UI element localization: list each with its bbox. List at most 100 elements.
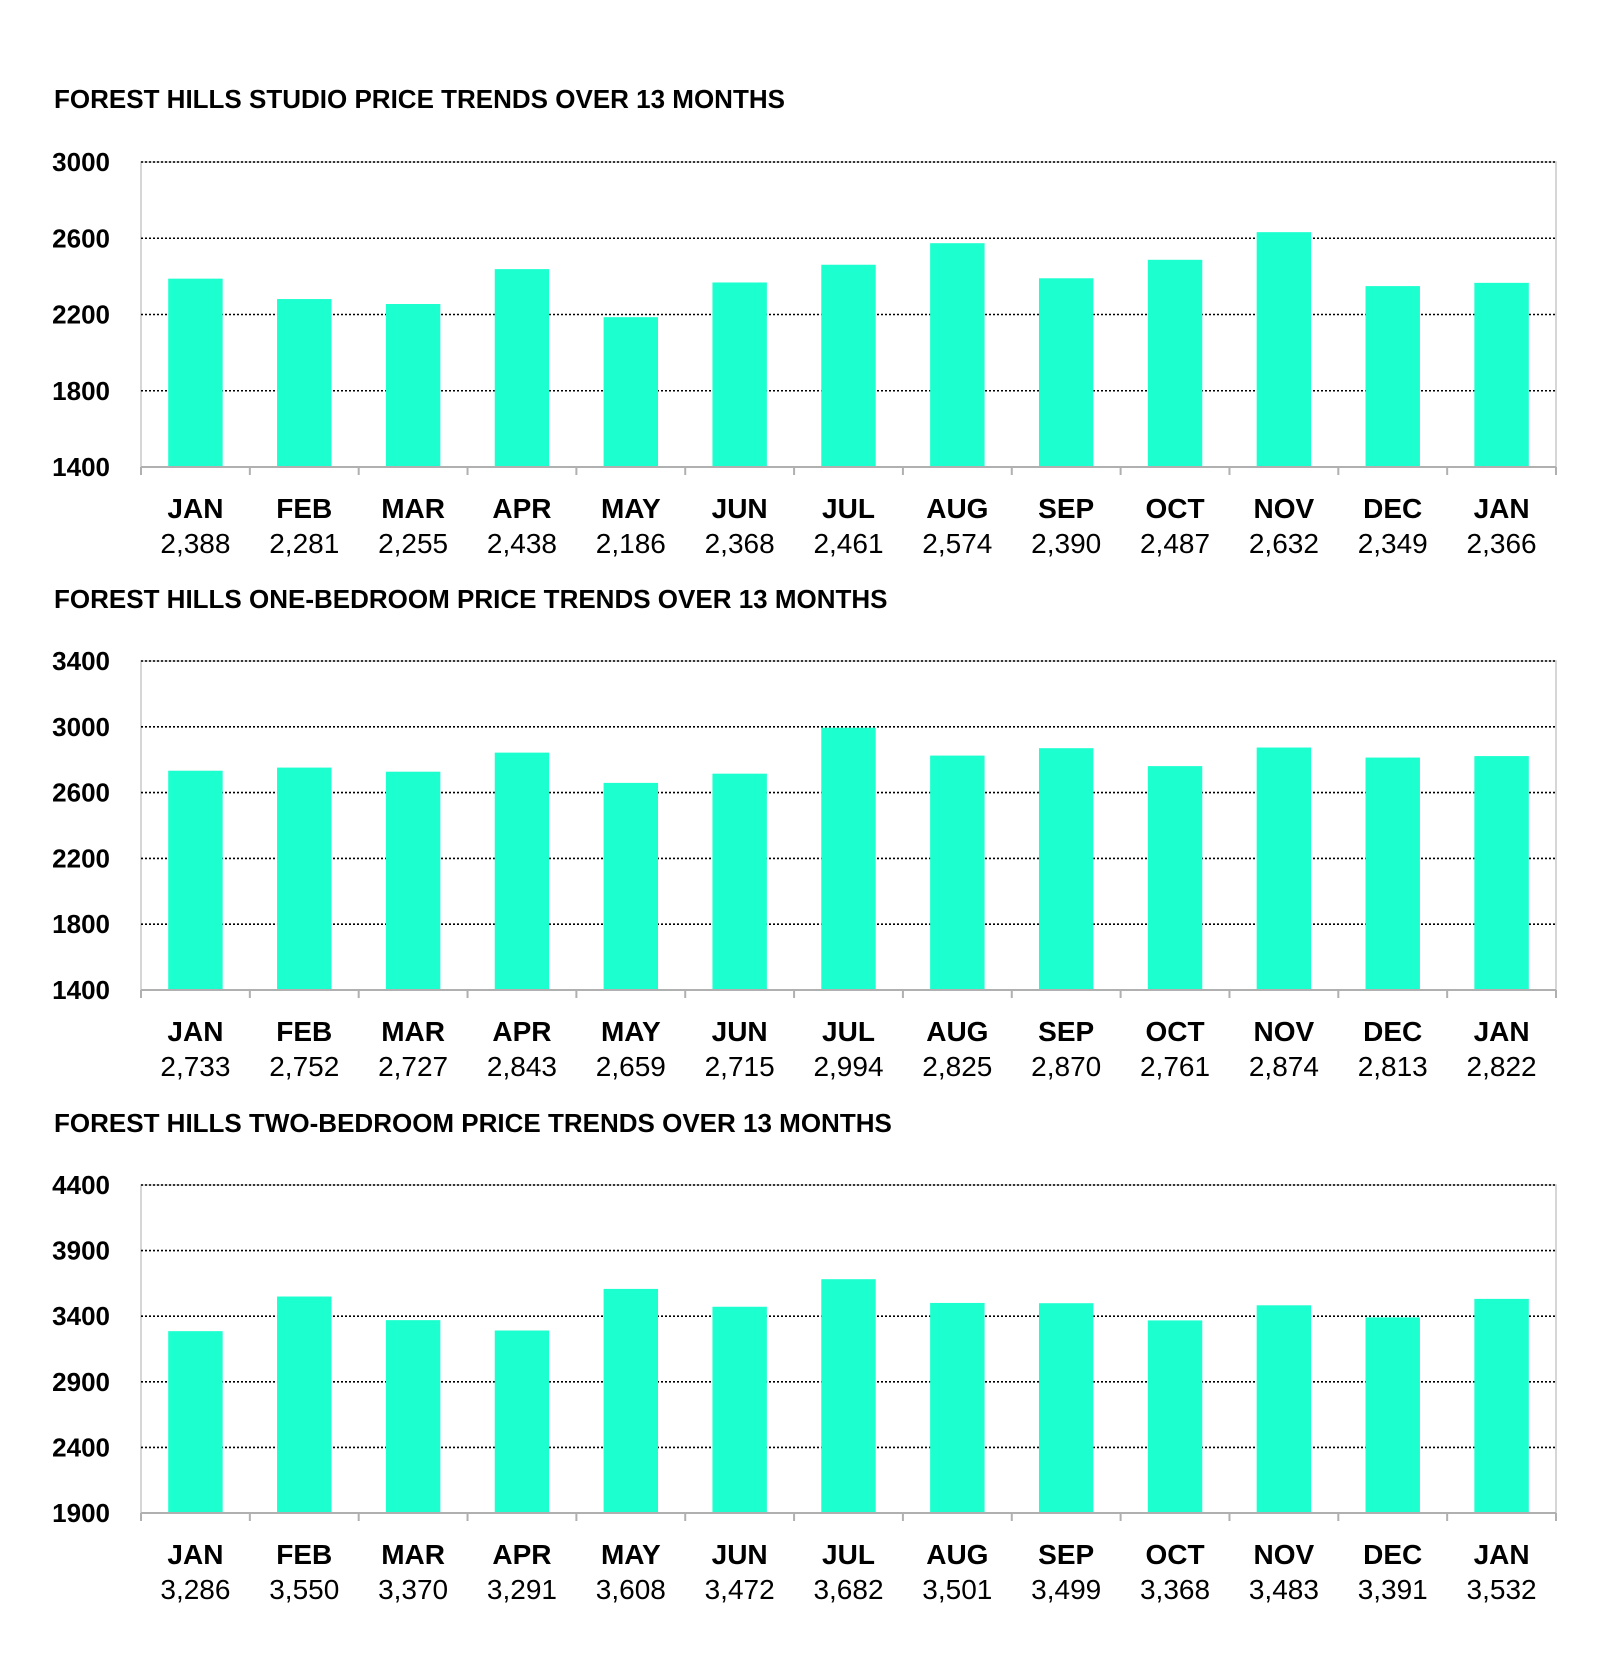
bar <box>1256 1305 1312 1513</box>
x-tick-label: NOV <box>1254 1539 1315 1570</box>
data-label: 2,632 <box>1249 528 1319 559</box>
bar <box>1038 278 1094 467</box>
bar <box>1147 766 1203 990</box>
data-label: 3,472 <box>705 1574 775 1605</box>
data-label: 2,843 <box>487 1051 557 1082</box>
bar <box>1474 282 1529 467</box>
y-tick-label: 2400 <box>52 1432 110 1462</box>
bar <box>168 278 223 467</box>
data-label: 2,659 <box>596 1051 666 1082</box>
bar <box>712 1306 767 1513</box>
x-tick-label: DEC <box>1363 1016 1422 1047</box>
x-tick-label: DEC <box>1363 493 1422 524</box>
data-label: 2,281 <box>269 528 339 559</box>
x-tick-label: JAN <box>167 493 223 524</box>
bar <box>277 299 332 467</box>
data-label: 2,487 <box>1140 528 1210 559</box>
x-tick-label: MAR <box>381 493 445 524</box>
data-label: 2,822 <box>1467 1051 1537 1082</box>
bar <box>494 752 550 990</box>
data-label: 2,715 <box>705 1051 775 1082</box>
chart-title: FOREST HILLS STUDIO PRICE TRENDS OVER 13… <box>54 84 785 114</box>
data-label: 2,825 <box>922 1051 992 1082</box>
y-tick-label: 3000 <box>52 147 110 177</box>
bar <box>168 770 223 990</box>
bar <box>821 264 876 467</box>
x-tick-label: JAN <box>1474 1539 1530 1570</box>
two-bedroom-chart: FOREST HILLS TWO-BEDROOM PRICE TRENDS OV… <box>52 1108 1557 1605</box>
y-tick-label: 3900 <box>52 1236 110 1266</box>
data-label: 2,874 <box>1249 1051 1319 1082</box>
data-label: 2,733 <box>160 1051 230 1082</box>
data-label: 2,366 <box>1467 528 1537 559</box>
x-tick-label: JUL <box>822 493 875 524</box>
x-tick-label: JAN <box>167 1016 223 1047</box>
data-label: 2,870 <box>1031 1051 1101 1082</box>
bar <box>494 1330 550 1513</box>
bar <box>603 317 659 467</box>
bar <box>821 727 876 990</box>
y-tick-label: 2200 <box>52 843 110 873</box>
x-tick-label: NOV <box>1254 1016 1315 1047</box>
data-label: 3,682 <box>813 1574 883 1605</box>
y-tick-label: 1800 <box>52 909 110 939</box>
y-tick-label: 3000 <box>52 712 110 742</box>
data-label: 2,390 <box>1031 528 1101 559</box>
y-tick-label: 3400 <box>52 1301 110 1331</box>
x-tick-label: DEC <box>1363 1539 1422 1570</box>
x-tick-label: APR <box>492 493 551 524</box>
bar <box>1147 1320 1203 1513</box>
data-label: 2,761 <box>1140 1051 1210 1082</box>
data-label: 3,499 <box>1031 1574 1101 1605</box>
data-label: 2,368 <box>705 528 775 559</box>
bar <box>1474 756 1529 990</box>
x-tick-label: APR <box>492 1016 551 1047</box>
x-tick-label: AUG <box>926 493 988 524</box>
bar <box>385 771 441 990</box>
bar <box>821 1279 876 1513</box>
bar <box>1256 232 1312 467</box>
x-tick-label: JUL <box>822 1016 875 1047</box>
x-tick-label: JUN <box>712 1539 768 1570</box>
x-tick-label: MAY <box>601 1016 661 1047</box>
data-label: 2,388 <box>160 528 230 559</box>
bar <box>1474 1298 1529 1513</box>
bar <box>1365 286 1420 467</box>
x-tick-label: SEP <box>1038 1016 1094 1047</box>
bar <box>1365 757 1420 990</box>
y-tick-label: 2600 <box>52 778 110 808</box>
x-tick-label: MAR <box>381 1539 445 1570</box>
bar <box>930 243 985 467</box>
bar <box>930 1302 985 1513</box>
data-label: 3,291 <box>487 1574 557 1605</box>
bar <box>603 782 659 990</box>
x-tick-label: JUN <box>712 1016 768 1047</box>
data-label: 3,501 <box>922 1574 992 1605</box>
data-label: 3,370 <box>378 1574 448 1605</box>
x-tick-label: AUG <box>926 1016 988 1047</box>
bar <box>712 282 767 467</box>
studio-chart: FOREST HILLS STUDIO PRICE TRENDS OVER 13… <box>52 84 1557 559</box>
x-tick-label: MAR <box>381 1016 445 1047</box>
data-label: 2,349 <box>1358 528 1428 559</box>
bar <box>277 767 332 990</box>
y-tick-label: 3400 <box>52 646 110 676</box>
data-label: 2,461 <box>813 528 883 559</box>
x-tick-label: JAN <box>1474 1016 1530 1047</box>
y-tick-label: 1900 <box>52 1498 110 1528</box>
data-label: 2,255 <box>378 528 448 559</box>
x-tick-label: FEB <box>276 1016 332 1047</box>
bar <box>1147 259 1203 467</box>
x-tick-label: JUN <box>712 493 768 524</box>
bar <box>1365 1317 1420 1513</box>
x-tick-label: FEB <box>276 493 332 524</box>
y-tick-label: 2900 <box>52 1367 110 1397</box>
x-tick-label: JAN <box>167 1539 223 1570</box>
one-bedroom-chart: FOREST HILLS ONE-BEDROOM PRICE TRENDS OV… <box>52 584 1557 1082</box>
bar <box>603 1288 659 1513</box>
bar <box>1256 747 1312 990</box>
y-tick-label: 1800 <box>52 376 110 406</box>
x-tick-label: OCT <box>1145 1539 1204 1570</box>
data-label: 3,608 <box>596 1574 666 1605</box>
x-tick-label: JUL <box>822 1539 875 1570</box>
